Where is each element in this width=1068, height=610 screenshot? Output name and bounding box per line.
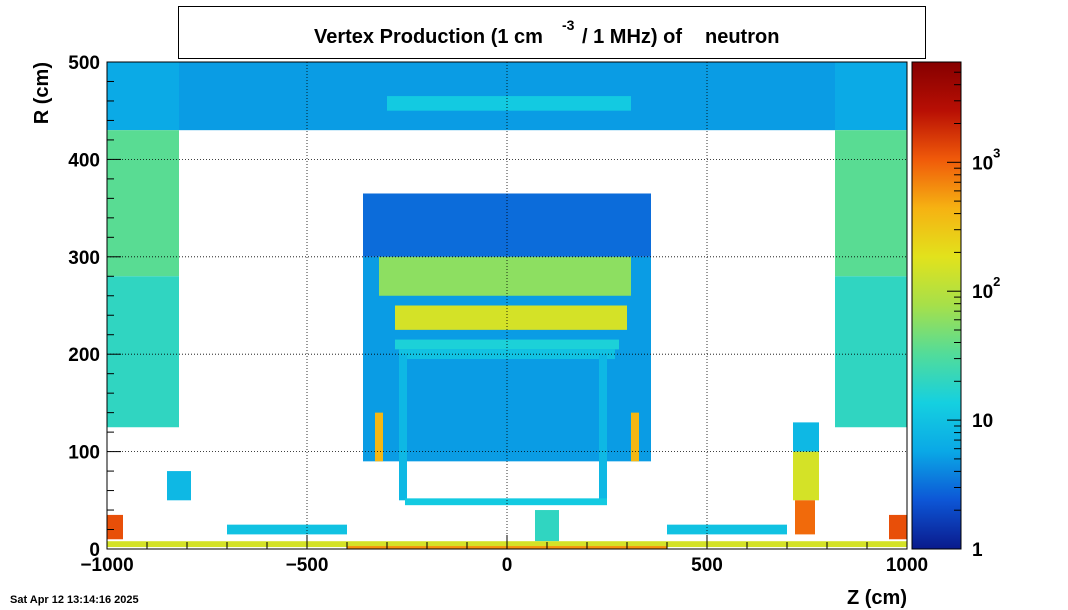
heatmap-region-6: [835, 130, 907, 277]
heatmap-region-10: [379, 256, 631, 296]
heatmap-region-16: [399, 354, 407, 501]
heatmap-region-23: [793, 422, 819, 452]
y-tick-label: 200: [68, 345, 100, 366]
heatmap-region-5: [835, 62, 907, 131]
colorbar-tick-label: 103: [972, 145, 1000, 174]
colorbar-ticks: 1 10 102 103: [947, 61, 1000, 561]
colorbar-tick-label: 102: [972, 274, 1000, 303]
heatmap-region-11: [395, 305, 627, 330]
x-tick-label: 500: [691, 555, 723, 576]
heatmap-region-20: [227, 524, 347, 535]
heatmap-region-18: [405, 498, 607, 506]
heatmap-region-22: [535, 510, 559, 542]
title-box: [178, 6, 926, 59]
heatmap-region-8: [363, 193, 651, 257]
x-tick-label: −1000: [80, 555, 133, 576]
y-tick-label: 100: [68, 443, 100, 464]
x-axis-ticks: −1000 −500 0 500 1000: [80, 535, 928, 576]
x-tick-label: −500: [286, 555, 329, 576]
heatmap-region-25: [795, 500, 815, 535]
heatmap-region-19: [167, 471, 191, 501]
x-tick-label: 1000: [886, 555, 928, 576]
colorbar-tick-label: 10: [972, 411, 993, 432]
grid-lines: [107, 62, 907, 549]
heatmap-region-24: [793, 451, 819, 501]
y-axis-label: R (cm): [31, 62, 53, 124]
heatmap-region-17: [599, 354, 607, 501]
heatmap-region-2: [107, 276, 179, 428]
heatmap-region-21: [667, 524, 787, 535]
heatmap-region-15: [631, 412, 639, 462]
y-tick-label: 400: [68, 150, 100, 171]
heatmap-region-26: [107, 514, 123, 540]
y-tick-label: 500: [68, 53, 100, 74]
y-tick-label: 300: [68, 248, 100, 269]
colorbar: [911, 61, 962, 550]
timestamp: Sat Apr 12 13:14:16 2025: [10, 594, 139, 606]
heatmap-region-7: [835, 276, 907, 428]
chart-title: Vertex Production (1 cm -3 / 1 MHz) of n…: [314, 13, 779, 48]
heatmap-region-4: [387, 96, 631, 111]
heatmap-region-1: [107, 130, 179, 277]
heatmap-region-27: [889, 514, 907, 540]
x-tick-label: 0: [502, 555, 513, 576]
y-tick-label: 0: [89, 540, 100, 561]
heatmap-region-0: [107, 62, 179, 131]
y-axis-ticks: 0 100 200 300 400 500: [68, 53, 121, 561]
x-axis-label: Z (cm): [847, 587, 907, 609]
heatmap-region-14: [375, 412, 383, 462]
colorbar-tick-label: 1: [972, 540, 983, 561]
